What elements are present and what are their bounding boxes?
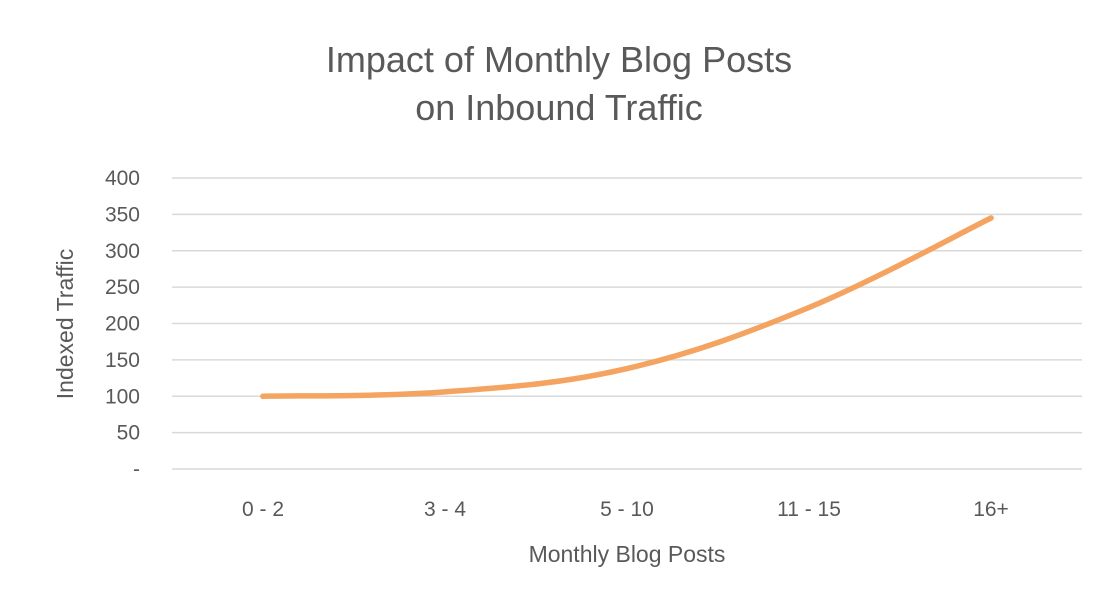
x-axis-title: Monthly Blog Posts [529, 541, 726, 567]
gridlines [172, 177, 1082, 470]
x-tick-label: 0 - 2 [242, 498, 284, 521]
y-tick-label: - [133, 458, 140, 481]
x-tick-label: 16+ [973, 498, 1009, 521]
data-point-5-10 [624, 365, 630, 372]
chart-title-line-1: Impact of Monthly Blog Posts [326, 39, 792, 80]
series-layer [260, 215, 994, 399]
y-tick-label: 300 [105, 240, 140, 263]
data-point-3-4 [442, 389, 448, 395]
y-tick-label: 150 [105, 349, 140, 372]
data-point-11-15 [806, 304, 812, 311]
y-tick-label: 100 [105, 385, 140, 408]
chart-title-line-2: on Inbound Traffic [415, 87, 703, 128]
data-point-0-2 [260, 393, 266, 399]
x-tick-label: 5 - 10 [600, 498, 654, 521]
y-tick-label: 200 [105, 313, 140, 336]
y-tick-label: 350 [105, 203, 140, 226]
y-axis-title: Indexed Traffic [52, 249, 78, 399]
y-tick-label: 400 [105, 167, 140, 190]
data-point-16+ [988, 215, 994, 221]
x-tick-label: 11 - 15 [777, 498, 841, 521]
x-tick-label: 3 - 4 [424, 498, 466, 521]
y-axis-tick-labels: - 50 100 150 200 250 300 350 400 [105, 167, 140, 481]
y-tick-label: 50 [117, 422, 140, 445]
x-axis-tick-labels: 0 - 2 3 - 4 5 - 10 11 - 15 16+ [242, 498, 1009, 521]
y-tick-label: 250 [105, 276, 140, 299]
